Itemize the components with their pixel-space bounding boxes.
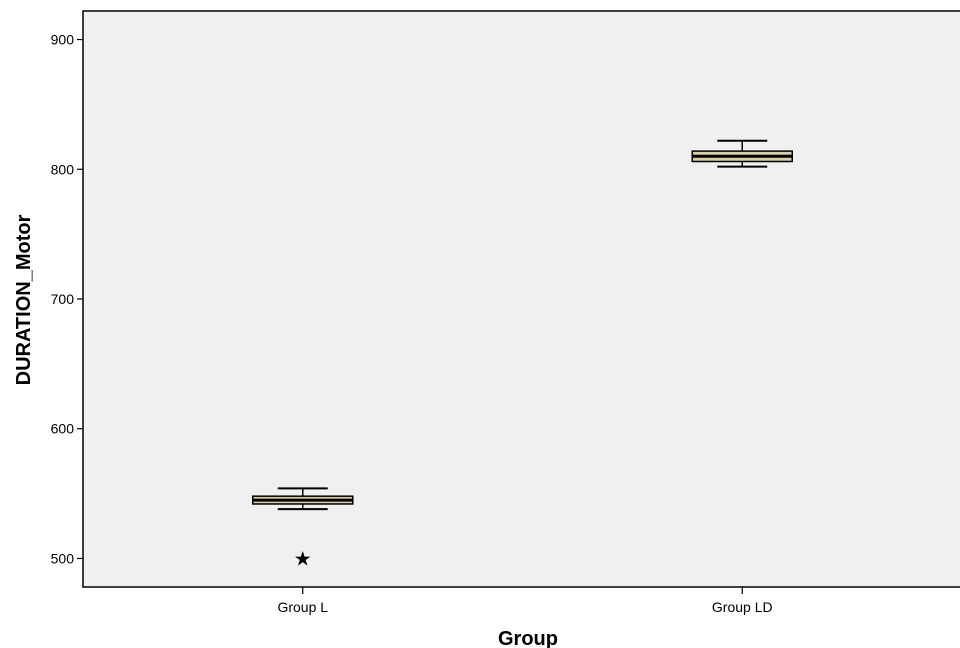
y-tick-label: 500: [51, 550, 75, 566]
y-tick-label: 900: [51, 32, 75, 48]
y-tick-label: 800: [51, 161, 75, 177]
y-axis: 500 600 700 800 900: [51, 32, 83, 566]
y-axis-title: DURATION_Motor: [13, 214, 35, 385]
x-axis-title: Group: [498, 628, 558, 648]
box-series: ★: [252, 139, 793, 570]
y-tick-label: 600: [51, 421, 75, 437]
box-group: [691, 139, 793, 168]
x-axis: Group L Group LD: [277, 587, 773, 615]
box-group: ★: [252, 487, 354, 570]
y-tick-label: 700: [51, 291, 75, 307]
outlier-marker: ★: [294, 548, 312, 570]
plot-area: [82, 10, 960, 588]
x-tick-label: Group L: [277, 599, 328, 615]
x-tick-label: Group LD: [712, 599, 773, 615]
